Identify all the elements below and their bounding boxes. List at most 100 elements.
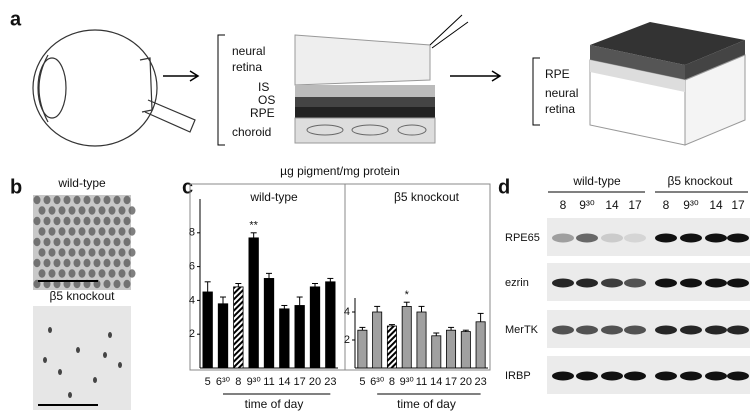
cell [68, 227, 76, 236]
cell [38, 248, 46, 257]
cell [103, 279, 111, 289]
layer-label: IS [258, 80, 269, 94]
bar [202, 291, 213, 369]
panel-label: c [182, 176, 193, 198]
band [624, 325, 646, 335]
band [624, 278, 646, 288]
cell [113, 237, 121, 247]
band [680, 278, 702, 288]
x-tick-label: 9³⁰ [247, 376, 262, 388]
cell [63, 195, 71, 205]
cell [123, 258, 131, 268]
x-tick-label: 6³⁰ [216, 376, 231, 388]
cell [113, 279, 121, 289]
pigment-spot [76, 347, 80, 353]
pigment-spot [48, 327, 52, 333]
cell [33, 258, 41, 268]
cell [88, 206, 96, 215]
pigment-spot [68, 392, 72, 398]
cell [103, 216, 111, 226]
cell [63, 237, 71, 247]
cell [53, 195, 61, 205]
cell [73, 237, 81, 247]
panel-title: wild-type [249, 190, 298, 204]
cell [88, 269, 96, 278]
cell [118, 248, 126, 257]
x-tick-label: 11 [263, 376, 274, 388]
bar [294, 305, 305, 369]
band [624, 371, 646, 381]
cell [128, 206, 136, 215]
band [727, 371, 749, 381]
cell [83, 237, 91, 247]
bar [217, 303, 229, 369]
cell [128, 269, 136, 278]
cell [128, 248, 136, 257]
cell [43, 195, 51, 205]
cell [33, 216, 41, 226]
cell [78, 269, 86, 278]
band [552, 371, 574, 381]
cell [68, 206, 76, 215]
cell [88, 227, 96, 236]
cell [83, 258, 91, 268]
band [655, 233, 677, 243]
significance: ** [249, 220, 258, 232]
cell [118, 206, 126, 215]
cell [103, 195, 111, 205]
pigment-spot [43, 357, 47, 363]
band [680, 233, 702, 243]
chart-title: µg pigment/mg protein [280, 164, 400, 178]
band [705, 233, 727, 243]
cell [83, 216, 91, 226]
band [680, 325, 702, 335]
arrow [163, 70, 200, 82]
lane-label: 14 [605, 198, 619, 212]
layer-label: RPE [545, 67, 570, 81]
cell [48, 269, 56, 278]
x-tick-label: 11 [416, 376, 427, 388]
band [601, 233, 623, 243]
y-tick-label: 4 [189, 294, 195, 306]
band [680, 371, 702, 381]
bar [401, 305, 412, 369]
row-label: IRBP [505, 370, 531, 382]
x-tick-label: 20 [460, 376, 472, 388]
scale-bar [38, 280, 98, 282]
band [705, 278, 727, 288]
cell [113, 216, 121, 226]
cell [43, 216, 51, 226]
bar [431, 335, 442, 369]
cube [532, 22, 746, 146]
cell [33, 237, 41, 247]
layer-label: retina [545, 102, 575, 116]
panel-label: d [498, 176, 510, 198]
cell [98, 206, 106, 215]
x-tick-label: 5 [205, 376, 211, 388]
scale-bar [38, 404, 98, 406]
bar [325, 281, 336, 369]
band [705, 325, 727, 335]
bar [386, 325, 397, 369]
cell [58, 269, 66, 278]
lane-label: 17 [628, 198, 642, 212]
cell [68, 248, 76, 257]
panel-label: b [10, 176, 22, 198]
layer-label: OS [258, 93, 275, 107]
cell [58, 248, 66, 257]
x-tick-label: 17 [294, 376, 306, 388]
group-label: β5 knockout [668, 174, 734, 188]
x-tick-label: 6³⁰ [370, 376, 385, 388]
pigment-spot [93, 377, 97, 383]
cell [73, 258, 81, 268]
cell [98, 248, 106, 257]
lane-label: 9³⁰ [579, 198, 595, 212]
cell [113, 195, 121, 205]
cell [93, 216, 101, 226]
bar [279, 308, 290, 369]
x-tick-label: 14 [278, 376, 290, 388]
y-tick-label: 2 [344, 334, 350, 346]
image-title: wild-type [57, 176, 106, 190]
row-label: ezrin [505, 277, 529, 289]
bar [460, 331, 471, 369]
